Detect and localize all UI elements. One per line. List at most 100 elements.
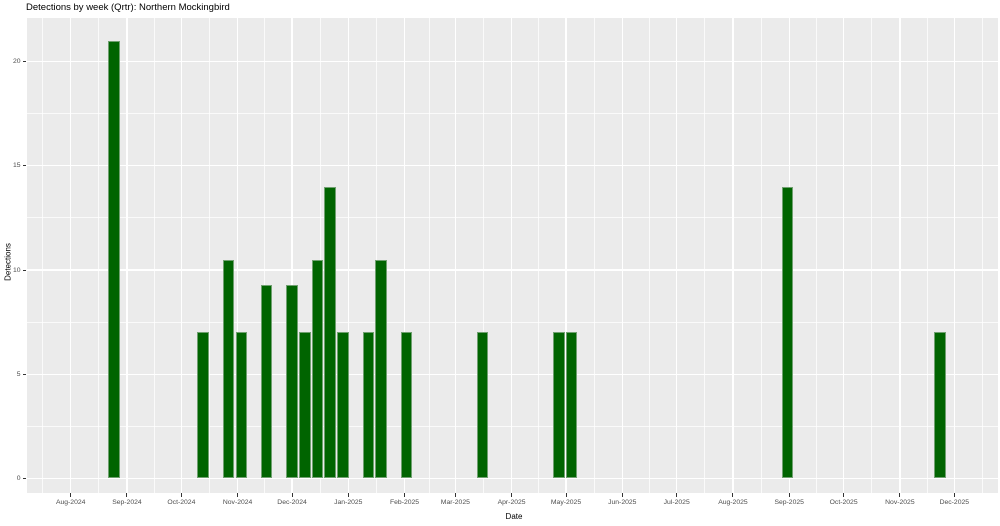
x-tick-label: May-2025: [550, 499, 582, 506]
x-tick-mark: [676, 493, 678, 497]
y-tick-mark: [22, 477, 26, 479]
x-minor-gridline: [209, 18, 210, 493]
x-major-gridline: [291, 18, 293, 493]
x-tick-label: Jul-2025: [663, 499, 690, 506]
x-minor-gridline: [648, 18, 650, 493]
x-major-gridline: [347, 18, 349, 493]
bar: [324, 186, 336, 479]
x-tick-label: Oct-2025: [829, 499, 858, 506]
bar: [400, 332, 413, 479]
x-minor-gridline: [42, 18, 44, 493]
x-minor-gridline: [482, 18, 484, 493]
x-major-gridline: [732, 18, 734, 493]
bar: [299, 332, 311, 479]
x-minor-gridline: [704, 18, 706, 493]
x-tick-mark: [70, 493, 72, 497]
x-tick-mark: [565, 493, 567, 497]
bar: [222, 259, 235, 479]
x-minor-gridline: [375, 18, 377, 493]
x-tick-label: Mar-2025: [440, 499, 470, 506]
x-minor-gridline: [871, 18, 873, 493]
x-minor-gridline: [319, 18, 321, 493]
x-major-gridline: [842, 18, 845, 493]
bar: [286, 284, 298, 479]
x-tick-label: Dec-2025: [939, 499, 970, 506]
x-tick-mark: [788, 493, 790, 497]
x-major-gridline: [454, 18, 456, 493]
x-tick-label: Aug-2024: [55, 499, 86, 506]
bar: [197, 332, 209, 479]
bar: [565, 332, 578, 479]
x-tick-label: Nov-2025: [885, 499, 915, 506]
bar: [934, 332, 946, 479]
x-tick-mark: [126, 493, 128, 497]
x-minor-gridline: [760, 18, 762, 493]
x-tick-mark: [511, 493, 513, 497]
x-tick-label: Feb-2025: [389, 499, 420, 506]
x-minor-gridline: [153, 18, 155, 493]
y-tick-label: 15: [12, 162, 21, 170]
x-tick-mark: [843, 493, 845, 497]
x-minor-gridline: [98, 18, 100, 493]
x-tick-mark: [404, 493, 406, 497]
bar: [311, 259, 324, 479]
bar: [553, 332, 565, 479]
x-major-gridline: [899, 18, 901, 493]
y-tick-label: 20: [12, 58, 21, 66]
x-tick-label: Apr-2025: [497, 499, 526, 506]
bar: [235, 332, 247, 479]
x-major-gridline: [565, 18, 567, 493]
bar: [362, 332, 374, 479]
x-tick-mark: [180, 493, 182, 497]
y-tick-mark: [22, 269, 26, 271]
y-tick-label: 0: [16, 474, 21, 482]
x-tick-label: Sep-2025: [774, 499, 804, 506]
x-major-gridline: [676, 18, 678, 493]
x-minor-gridline: [926, 18, 928, 493]
x-tick-mark: [621, 493, 623, 497]
x-major-gridline: [126, 18, 128, 493]
y-tick-label: 5: [16, 370, 21, 378]
y-axis-label: Detections: [3, 243, 13, 281]
x-axis-label: Date: [505, 512, 523, 521]
x-major-gridline: [180, 18, 183, 493]
y-tick-mark: [22, 373, 26, 375]
bar: [108, 40, 120, 479]
bar: [260, 284, 273, 479]
x-minor-gridline: [981, 18, 983, 493]
x-minor-gridline: [593, 18, 595, 493]
x-tick-mark: [899, 493, 901, 497]
y-tick-mark: [22, 61, 26, 63]
x-major-gridline: [621, 18, 623, 493]
x-minor-gridline: [538, 18, 540, 493]
x-tick-mark: [237, 493, 239, 497]
x-tick-mark: [953, 493, 955, 497]
bar: [337, 332, 349, 479]
bar: [476, 332, 489, 479]
x-major-gridline: [236, 18, 239, 493]
x-tick-label: Jun-2025: [608, 499, 637, 506]
x-major-gridline: [70, 18, 72, 493]
bar: [375, 259, 387, 479]
chart-title: Detections by week (Qrtr): Northern Mock…: [26, 2, 230, 13]
x-tick-label: Jan-2025: [334, 499, 363, 506]
x-major-gridline: [403, 18, 406, 493]
y-tick-mark: [22, 165, 26, 167]
x-tick-mark: [347, 493, 349, 497]
x-tick-label: Dec-2024: [277, 499, 307, 506]
y-tick-label: 10: [12, 266, 21, 274]
x-tick-label: Oct-2024: [167, 499, 196, 506]
x-tick-mark: [454, 493, 456, 497]
bar: [781, 186, 794, 479]
x-tick-mark: [291, 493, 293, 497]
x-minor-gridline: [429, 18, 431, 493]
x-major-gridline: [510, 18, 513, 493]
x-tick-label: Aug-2025: [718, 499, 748, 506]
x-tick-mark: [732, 493, 734, 497]
x-tick-label: Nov-2024: [222, 499, 253, 506]
plot-panel: [26, 18, 998, 493]
x-minor-gridline: [815, 18, 817, 493]
x-major-gridline: [953, 18, 955, 493]
x-tick-label: Sep-2024: [112, 499, 142, 506]
